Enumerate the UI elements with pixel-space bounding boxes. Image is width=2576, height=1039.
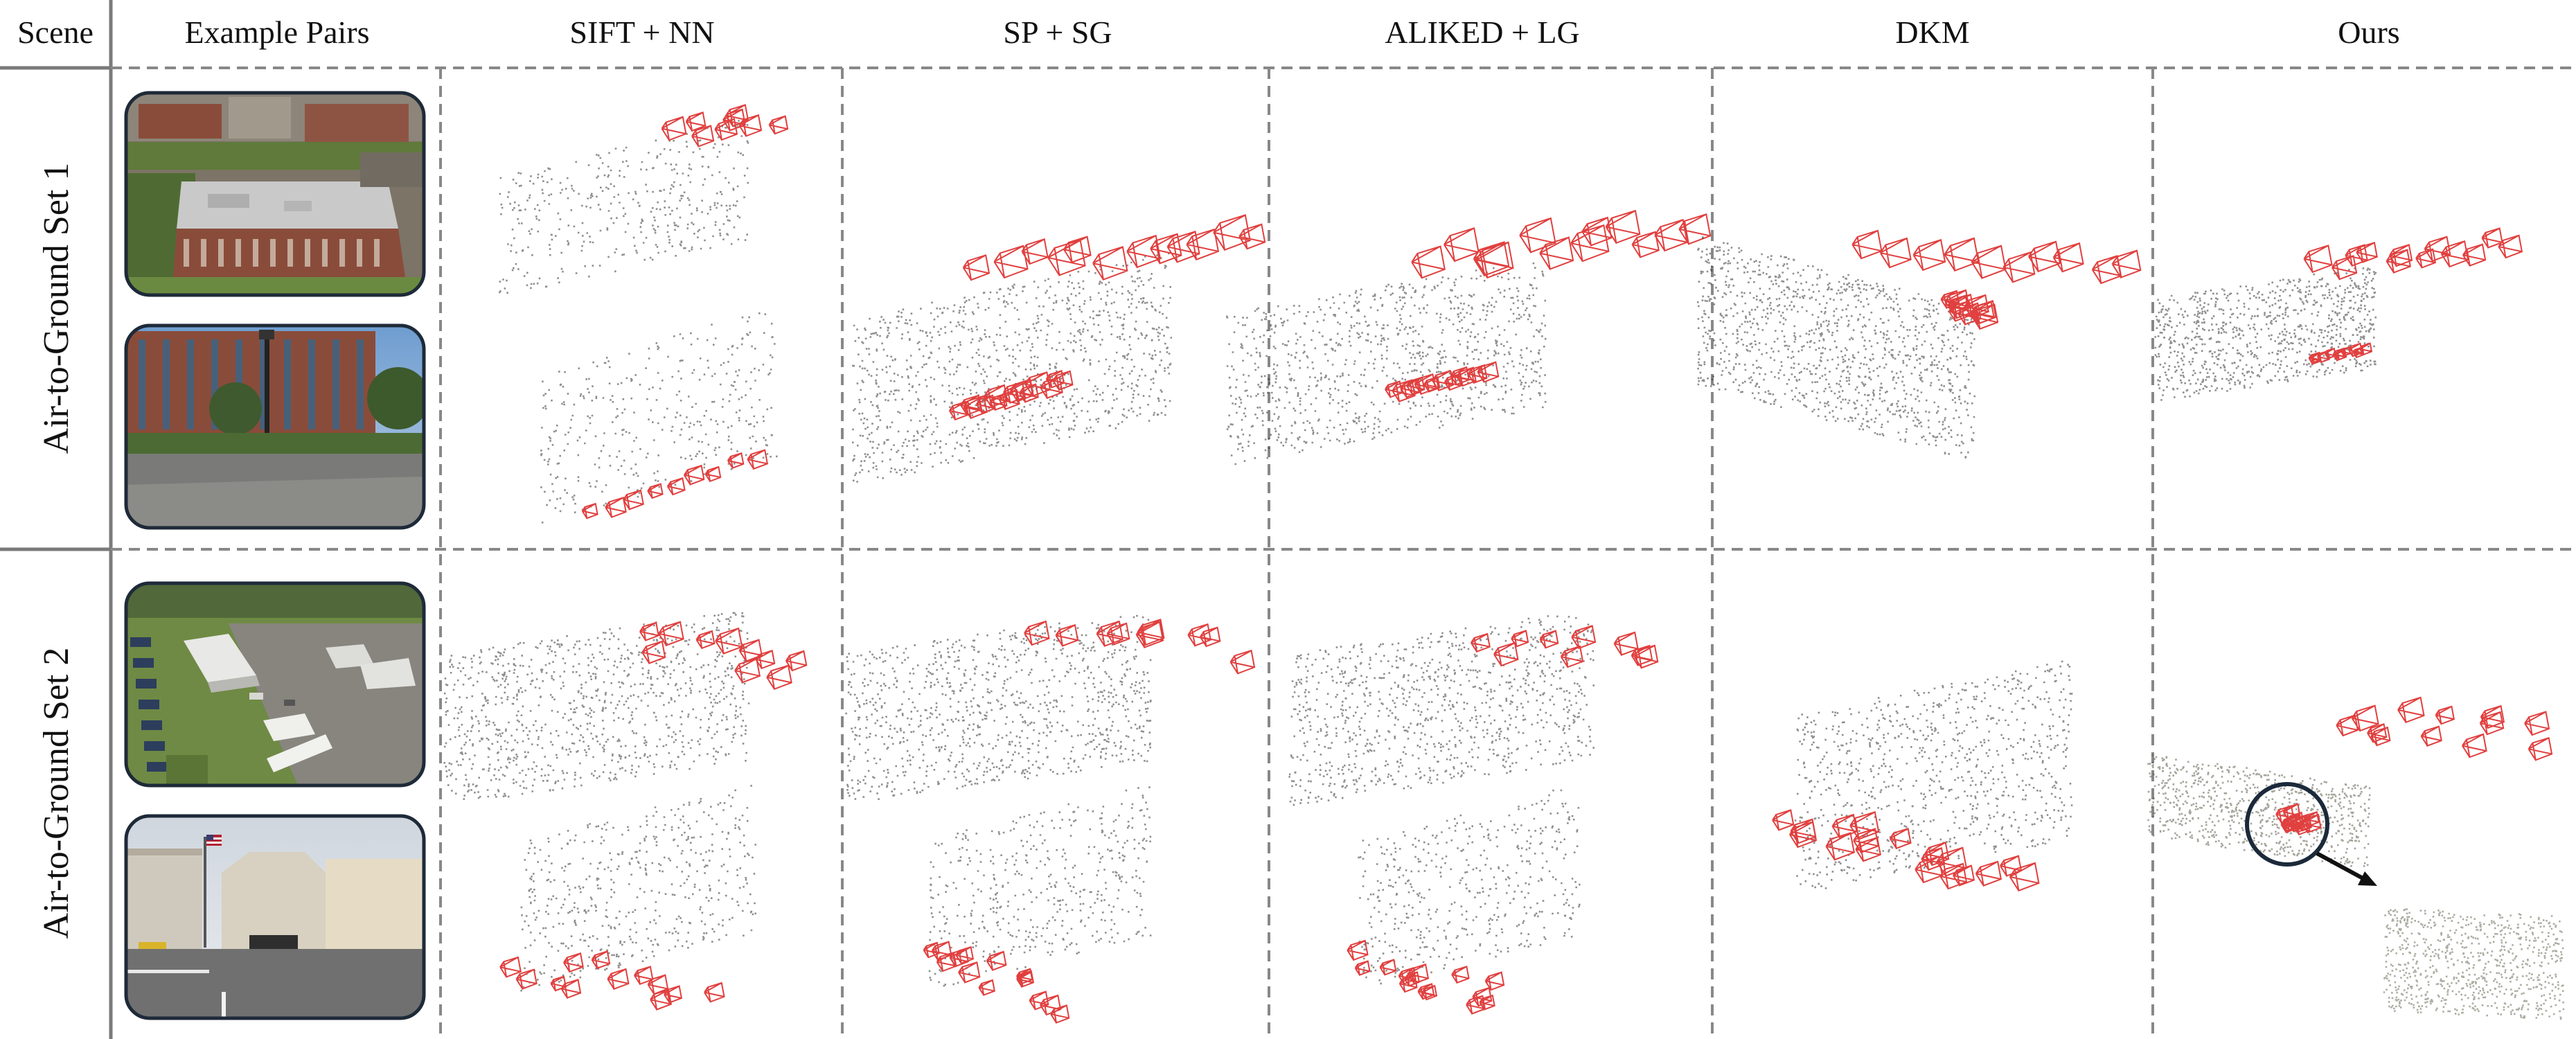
cameras-sift-set1-ground <box>581 449 769 520</box>
cameras-ours-set1-aerial <box>2303 227 2523 281</box>
cameras-sift-set2-ground <box>499 950 725 1011</box>
header-method-sift-nn: SIFT + NN <box>569 15 714 50</box>
cameras-aliked-set1-ground <box>1385 361 1500 402</box>
cameras-sp-set1-aerial <box>962 214 1266 281</box>
points-sp-set2-top <box>845 614 1152 800</box>
points-aliked-set2-top <box>1288 615 1595 806</box>
example-image-set1-aerial-frame <box>124 91 426 297</box>
cameras-aliked-set1-aerial <box>1411 209 1712 279</box>
header-method-aliked-lg: ALIKED + LG <box>1385 15 1579 50</box>
points-ours-set2-zoom <box>2383 908 2565 1020</box>
cameras-sift-set2-aerial <box>639 621 808 691</box>
cameras-sp-set2-ground <box>923 941 1070 1024</box>
example-image-set1-ground-frame <box>124 323 426 530</box>
row-label-set2: Air-to-Ground Set 2 <box>37 648 76 939</box>
cameras-dkm-set1-cluster <box>1940 289 1999 330</box>
cameras-sp-set1-ground <box>948 370 1074 421</box>
cameras-sp-set2-aerial <box>1024 619 1256 675</box>
header-method-dkm: DKM <box>1895 15 1969 50</box>
cameras-ours-set2-aerial <box>2336 696 2553 761</box>
example-image-set2-ground-frame <box>124 814 426 1020</box>
points-sift-set2-bottom <box>520 785 756 992</box>
header-method-sp-sg: SP + SG <box>1003 15 1112 50</box>
points-ours-set1 <box>2154 267 2377 401</box>
cameras-ours-set2-cluster <box>2275 803 2322 836</box>
points-dkm-set2 <box>1794 660 2073 889</box>
zoom-arrow-icon <box>2316 851 2377 886</box>
reconstructions-layer <box>443 104 2565 1024</box>
example-image-set2-aerial-frame <box>124 581 426 788</box>
points-sp-set1 <box>852 252 1173 483</box>
cameras-aliked-set2-ground <box>1347 939 1505 1015</box>
cameras-dkm-set2 <box>1772 809 2040 892</box>
points-sift-set1-bottom <box>540 312 778 524</box>
example-image-set2-aerial <box>126 583 424 785</box>
header-method-ours: Ours <box>2338 15 2399 50</box>
points-sift-set1-top <box>499 119 749 294</box>
cameras-aliked-set2-aerial <box>1471 625 1659 669</box>
row-label-set1: Air-to-Ground Set 1 <box>37 163 76 454</box>
flag-icon <box>206 835 222 846</box>
cameras-ours-set1-ground <box>2308 342 2373 365</box>
points-dkm-set1 <box>1697 236 1976 459</box>
header-example-pairs: Example Pairs <box>185 15 370 50</box>
header-scene: Scene <box>17 15 94 50</box>
points-aliked-set1 <box>1226 262 1547 465</box>
cameras-dkm-set1-aerial <box>1851 229 2142 285</box>
cameras-sift-set1-aerial <box>661 104 789 148</box>
points-sift-set2-top <box>443 612 750 800</box>
points-ours-set2 <box>2147 754 2371 867</box>
example-image-set1-aerial <box>126 93 424 295</box>
example-image-set2-ground <box>126 816 424 1018</box>
points-aliked-set2-bottom <box>1358 789 1581 985</box>
magnifier-circle-icon <box>2245 782 2329 867</box>
example-image-set1-ground <box>126 326 424 528</box>
